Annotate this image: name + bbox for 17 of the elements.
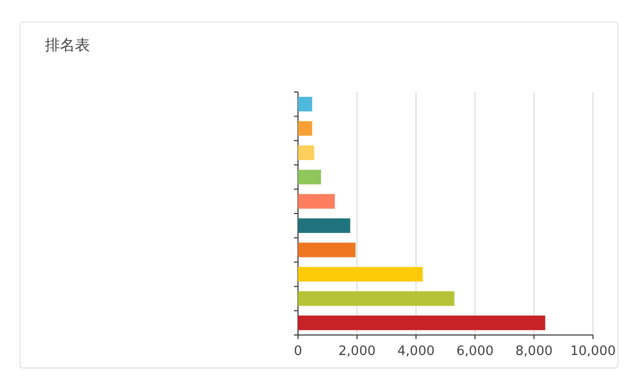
bar (298, 145, 314, 160)
x-tick-label: 8,000 (515, 344, 553, 359)
bar (298, 96, 312, 112)
bar (298, 266, 423, 282)
bar (298, 242, 356, 258)
bar (298, 316, 546, 330)
bar (298, 121, 312, 136)
bar (298, 218, 350, 233)
bar (298, 170, 322, 184)
x-tick-label: 10,000 (570, 344, 616, 359)
x-tick-label: 4,000 (397, 344, 435, 359)
x-tick-label: 2,000 (338, 344, 376, 359)
bar (298, 194, 335, 209)
x-tick-label: 0 (294, 344, 302, 359)
text: 排名表 (45, 36, 90, 54)
bar (298, 291, 454, 306)
x-tick-label: 6,000 (456, 344, 494, 359)
